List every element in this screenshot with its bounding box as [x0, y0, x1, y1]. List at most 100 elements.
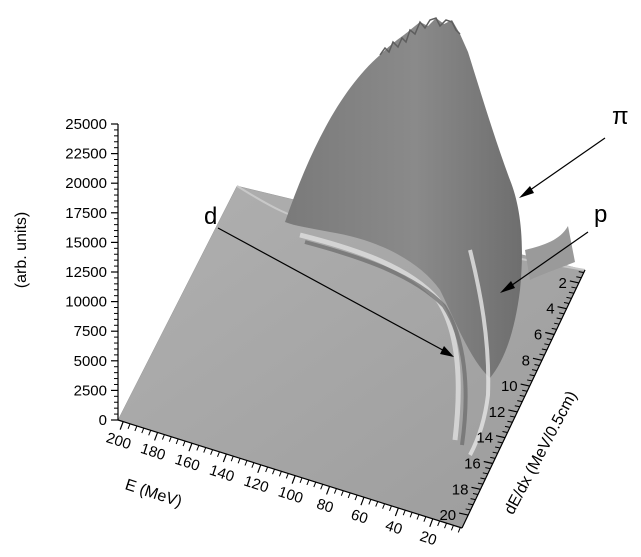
x-minor-tick — [347, 492, 351, 499]
y-tick-label: 4 — [546, 301, 554, 318]
z-tick-label: 7500 — [74, 323, 107, 340]
x-minor-tick — [182, 440, 186, 447]
x-minor-tick — [389, 505, 392, 512]
annotation-pion-label: π — [612, 103, 629, 130]
x-minor-tick — [450, 525, 454, 531]
y-minor-tick — [507, 420, 513, 423]
z-axis-ticks: 0 2500 5000 7500 10000 12500 15000 17500 20000 22… — [65, 116, 118, 429]
y-minor-tick — [541, 348, 547, 351]
annotation-deuteron: d — [204, 203, 454, 357]
x-minor-tick — [416, 514, 420, 520]
x-minor-tick — [141, 427, 145, 434]
x-minor-tick — [148, 430, 152, 436]
x-tick-mark — [360, 497, 365, 506]
x-minor-tick — [320, 484, 324, 490]
y-minor-tick — [534, 363, 540, 366]
x-tick-mark — [394, 507, 399, 517]
y-tick-mark — [532, 357, 543, 361]
x-minor-tick — [175, 438, 179, 445]
x-minor-tick — [285, 473, 289, 479]
y-tick-label: 14 — [476, 430, 493, 447]
x-minor-tick — [272, 468, 275, 475]
y-tick-label: 10 — [501, 378, 518, 395]
y-minor-tick — [522, 389, 528, 392]
y-minor-tick — [517, 400, 523, 403]
z-axis-title: (arb. units) — [13, 212, 30, 288]
x-axis-ticks: 200 180 160 140 120 100 80 60 40 20 — [104, 421, 461, 549]
x-minor-tick — [423, 516, 427, 522]
x-minor-tick — [278, 471, 282, 477]
y-minor-tick — [527, 379, 533, 382]
y-minor-tick — [492, 451, 498, 454]
x-minor-tick — [161, 434, 165, 440]
x-minor-tick — [244, 460, 248, 466]
y-minor-tick — [485, 467, 491, 470]
y-minor-tick — [563, 302, 570, 305]
y-minor-tick — [490, 456, 496, 459]
y-tick-label: 2 — [559, 275, 567, 292]
x-minor-tick — [313, 481, 317, 488]
x-tick-label: 180 — [138, 440, 167, 464]
y-minor-tick — [504, 425, 511, 428]
x-minor-tick — [375, 501, 379, 507]
y-tick-label: 8 — [522, 352, 530, 369]
y-tick-mark — [471, 486, 481, 490]
y-minor-tick — [514, 405, 520, 408]
y-minor-tick — [554, 322, 560, 325]
x-tick-mark — [119, 421, 124, 430]
y-tick-label: 16 — [464, 456, 481, 473]
z-tick-label: 2500 — [74, 382, 107, 399]
y-tick-mark — [483, 460, 493, 465]
y-minor-tick — [470, 498, 476, 501]
surface-band-proton — [468, 249, 491, 456]
x-minor-tick — [444, 522, 447, 529]
surface-pion-peak — [285, 18, 522, 378]
x-tick-label: 100 — [276, 483, 305, 507]
x-minor-tick — [230, 455, 234, 462]
x-tick-mark — [257, 464, 262, 474]
surface-band-pion-tail — [525, 226, 575, 280]
y-minor-tick — [497, 441, 503, 444]
x-tick-mark — [429, 518, 434, 528]
y-minor-tick — [566, 296, 572, 299]
z-tick-label: 25000 — [65, 116, 107, 133]
y-tick-mark — [495, 435, 506, 439]
x-tick-label: 80 — [314, 495, 335, 516]
x-minor-tick — [437, 520, 441, 527]
x-minor-tick — [210, 449, 214, 455]
x-tick-label: 200 — [104, 429, 133, 453]
x-minor-tick — [457, 527, 461, 533]
y-tick-mark — [557, 306, 567, 310]
y-minor-tick — [477, 482, 484, 485]
y-minor-tick — [546, 338, 552, 341]
x-tick-label: 160 — [173, 451, 202, 475]
annotation-proton: p — [500, 201, 607, 293]
y-minor-tick — [467, 503, 474, 506]
x-minor-tick — [306, 479, 310, 486]
y-minor-tick — [576, 276, 582, 279]
x-minor-tick — [134, 425, 138, 432]
z-axis: 0 2500 5000 7500 10000 12500 15000 17500 20000 22… — [13, 116, 119, 429]
z-tick-label: 5000 — [74, 353, 107, 370]
y-minor-tick — [571, 286, 577, 289]
x-minor-tick — [127, 423, 131, 429]
z-tick-label: 15000 — [65, 234, 107, 251]
annotation-pion: π — [519, 103, 629, 198]
y-tick-label: 6 — [534, 327, 542, 344]
surface-band-deuteron-shadow — [304, 240, 468, 446]
y-tick-label: 20 — [439, 507, 456, 524]
x-tick-label: 20 — [418, 528, 439, 549]
x-minor-tick — [265, 466, 269, 473]
y-minor-tick — [544, 343, 550, 346]
y-minor-tick — [568, 291, 575, 294]
y-minor-tick — [509, 415, 515, 418]
x-minor-tick — [196, 445, 200, 451]
z-tick-label: 0 — [99, 412, 107, 429]
y-tick-mark — [569, 280, 579, 284]
x-minor-tick — [333, 488, 337, 494]
y-minor-tick — [529, 374, 535, 377]
z-tick-label: 10000 — [65, 294, 107, 311]
x-tick-label: 40 — [383, 517, 404, 538]
